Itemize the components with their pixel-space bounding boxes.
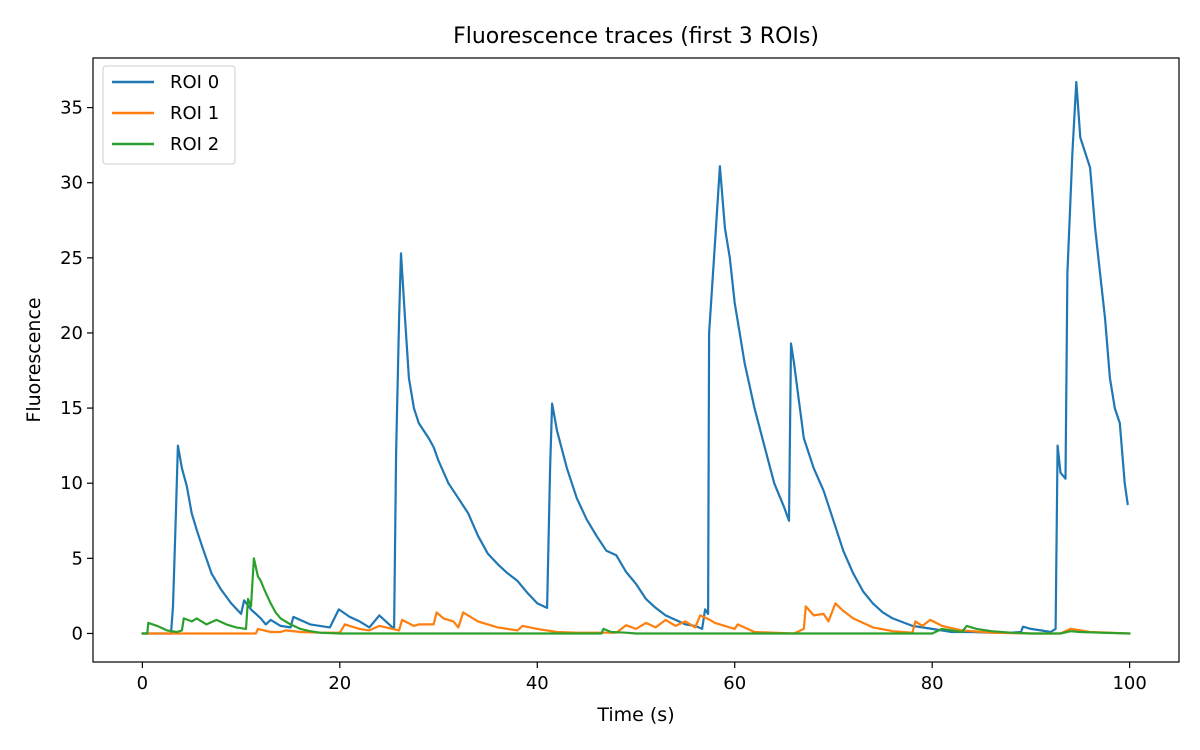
axis-ticks: 0 20 40 60 80 100 0 5 10 15 20 25 30 35 [60, 98, 1147, 694]
series-line-roi-2 [141, 557, 1131, 635]
legend-label-roi-2: ROI 2 [170, 134, 219, 155]
y-tick-label: 5 [72, 548, 83, 569]
y-tick-label: 0 [72, 623, 83, 644]
y-tick-label: 25 [60, 248, 83, 269]
legend-items: ROI 0 ROI 1 ROI 2 [112, 72, 219, 155]
y-tick-label: 20 [60, 323, 83, 344]
x-tick-label: 20 [328, 673, 351, 694]
plot-area [141, 80, 1131, 635]
legend-box [102, 65, 236, 165]
chart-title: Fluorescence traces (first 3 ROIs) [453, 24, 819, 49]
y-tick-label: 35 [60, 98, 83, 119]
legend-label-roi-0: ROI 0 [170, 72, 219, 93]
y-axis-label: Fluorescence [23, 297, 45, 422]
x-tick-label: 0 [137, 673, 148, 694]
x-axis-label: Time (s) [596, 704, 674, 726]
series-line-roi-1 [141, 602, 1131, 635]
x-tick-label: 60 [723, 673, 746, 694]
x-tick-label: 40 [526, 673, 549, 694]
y-tick-label: 15 [60, 398, 83, 419]
y-tick-label: 30 [60, 173, 83, 194]
legend: ROI 0 ROI 1 ROI 2 [102, 65, 236, 165]
x-tick-label: 100 [1112, 673, 1146, 694]
x-tick-label: 80 [921, 673, 944, 694]
y-tick-label: 10 [60, 473, 83, 494]
plot-frame [92, 57, 1180, 663]
legend-label-roi-1: ROI 1 [170, 103, 219, 124]
